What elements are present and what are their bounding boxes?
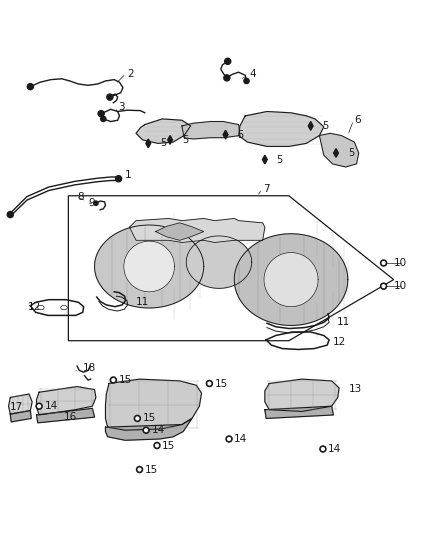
Circle shape — [244, 78, 249, 84]
Text: 5: 5 — [237, 130, 244, 140]
Polygon shape — [308, 122, 313, 130]
Polygon shape — [106, 379, 201, 430]
Polygon shape — [223, 130, 228, 139]
Text: 5: 5 — [160, 139, 166, 148]
Text: 15: 15 — [162, 440, 176, 450]
Text: 11: 11 — [337, 317, 350, 327]
Polygon shape — [36, 386, 96, 415]
Circle shape — [155, 444, 159, 447]
Polygon shape — [168, 135, 173, 144]
Circle shape — [134, 415, 141, 422]
Circle shape — [136, 417, 139, 420]
Polygon shape — [234, 234, 348, 326]
Text: 10: 10 — [394, 281, 407, 291]
Polygon shape — [124, 241, 174, 292]
Polygon shape — [155, 223, 204, 240]
Text: 15: 15 — [119, 375, 132, 385]
Text: 14: 14 — [234, 434, 247, 444]
Text: 15: 15 — [145, 465, 158, 474]
Polygon shape — [265, 379, 339, 411]
Text: 8: 8 — [77, 192, 84, 201]
Circle shape — [381, 283, 387, 289]
Text: 11: 11 — [136, 297, 149, 308]
Polygon shape — [36, 408, 95, 423]
Text: 14: 14 — [151, 425, 165, 435]
Circle shape — [7, 212, 13, 217]
Polygon shape — [265, 406, 333, 418]
Circle shape — [137, 466, 143, 473]
Text: 7: 7 — [263, 184, 269, 194]
Circle shape — [145, 429, 148, 432]
Circle shape — [116, 176, 122, 182]
Circle shape — [226, 436, 232, 442]
Polygon shape — [334, 149, 339, 157]
Text: 15: 15 — [143, 414, 156, 423]
Circle shape — [36, 403, 42, 409]
Polygon shape — [146, 139, 151, 148]
Text: 12: 12 — [28, 302, 41, 312]
Circle shape — [206, 381, 212, 386]
Polygon shape — [9, 394, 32, 414]
Circle shape — [382, 262, 385, 264]
Polygon shape — [136, 119, 191, 143]
Circle shape — [101, 116, 106, 122]
Circle shape — [138, 468, 141, 471]
Circle shape — [112, 378, 115, 382]
Text: 9: 9 — [88, 198, 95, 208]
Text: 10: 10 — [394, 258, 407, 268]
Text: 13: 13 — [349, 384, 362, 394]
Circle shape — [225, 58, 231, 64]
Circle shape — [228, 438, 230, 440]
Circle shape — [38, 405, 40, 408]
Ellipse shape — [38, 305, 44, 310]
Text: 15: 15 — [215, 378, 228, 389]
Polygon shape — [239, 111, 324, 147]
Text: 17: 17 — [10, 402, 23, 412]
Circle shape — [320, 446, 326, 452]
Text: 5: 5 — [322, 121, 329, 131]
Circle shape — [94, 201, 98, 205]
Text: 16: 16 — [64, 412, 77, 422]
Circle shape — [321, 448, 324, 450]
Text: 14: 14 — [44, 401, 58, 411]
Text: 5: 5 — [348, 148, 354, 158]
Polygon shape — [11, 410, 31, 422]
Polygon shape — [106, 418, 192, 440]
Text: 6: 6 — [354, 115, 361, 125]
Text: 14: 14 — [328, 444, 341, 454]
Polygon shape — [95, 225, 204, 308]
Circle shape — [382, 285, 385, 287]
Polygon shape — [186, 236, 252, 288]
Text: 1: 1 — [125, 170, 132, 180]
Circle shape — [143, 427, 149, 433]
Circle shape — [224, 75, 230, 81]
Polygon shape — [262, 155, 267, 164]
Text: 2: 2 — [127, 69, 134, 78]
Circle shape — [98, 111, 104, 117]
Polygon shape — [130, 219, 265, 243]
Text: 3: 3 — [119, 102, 125, 112]
Circle shape — [110, 377, 117, 383]
Text: 4: 4 — [250, 69, 256, 79]
Text: 12: 12 — [332, 337, 346, 346]
Polygon shape — [264, 253, 318, 306]
Polygon shape — [182, 122, 240, 139]
Text: 5: 5 — [182, 135, 188, 145]
Text: 5: 5 — [277, 155, 283, 165]
Text: 18: 18 — [83, 363, 96, 373]
Circle shape — [208, 382, 211, 385]
Circle shape — [154, 442, 160, 449]
Circle shape — [381, 260, 387, 266]
Polygon shape — [319, 133, 359, 167]
Ellipse shape — [61, 305, 67, 310]
Circle shape — [27, 84, 33, 90]
Circle shape — [107, 94, 113, 100]
